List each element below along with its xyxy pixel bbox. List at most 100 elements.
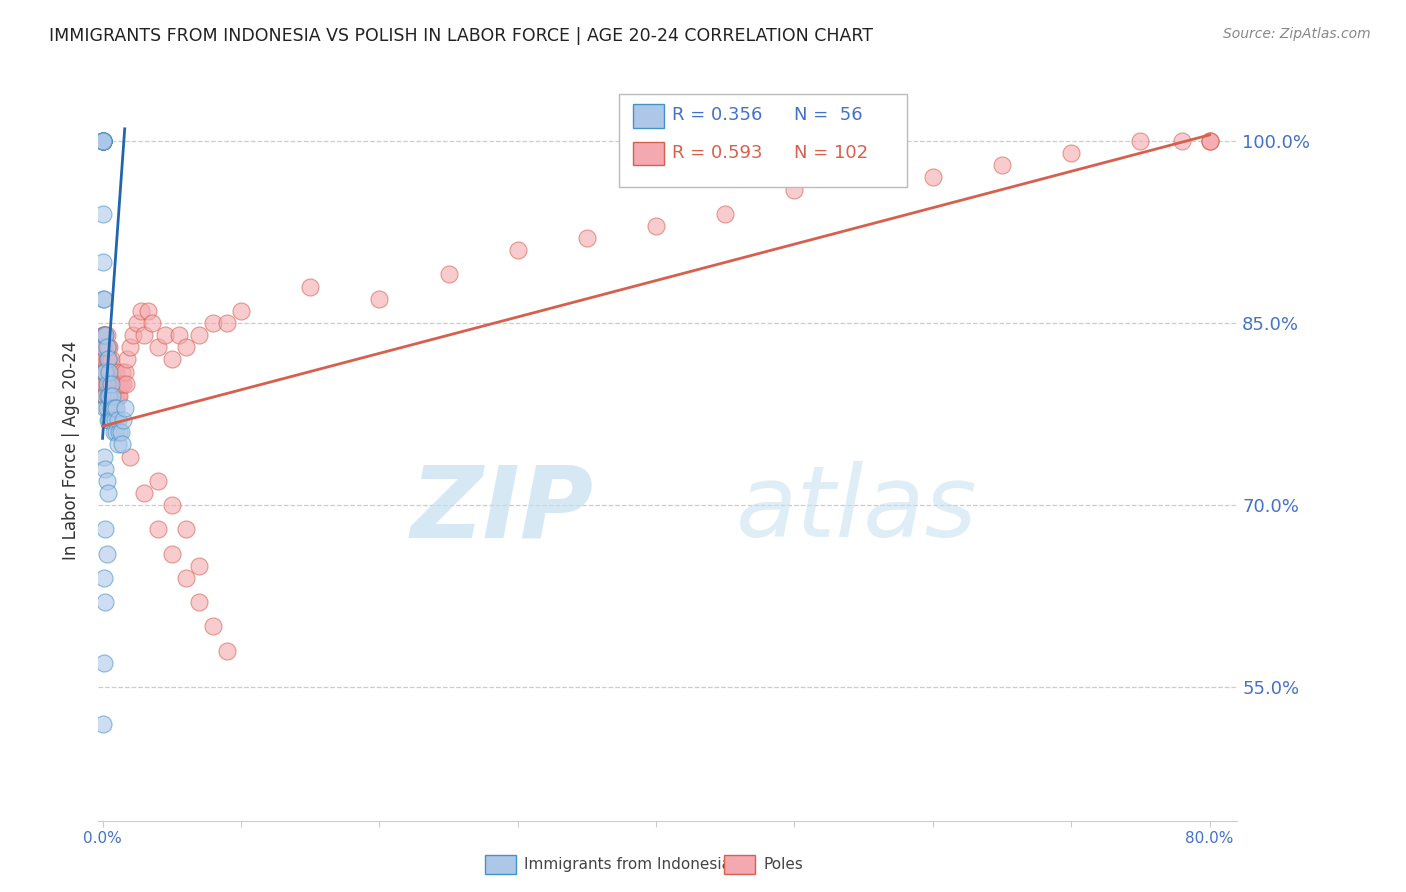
Point [96, 340, 118, 354]
Point [94, 461, 117, 475]
Point [101, 376, 124, 391]
Point [93, 328, 115, 343]
Point [97, 340, 120, 354]
Point [91, 292, 114, 306]
Point [852, 170, 875, 185]
Point [132, 486, 155, 500]
Point [93, 450, 115, 464]
Point [94, 352, 117, 367]
Point [112, 413, 135, 427]
Point [120, 340, 142, 354]
Point [91, 134, 114, 148]
Point [146, 474, 169, 488]
Point [1198, 134, 1220, 148]
Point [97, 486, 120, 500]
Point [101, 389, 124, 403]
Point [114, 365, 136, 379]
Point [94, 340, 117, 354]
Point [91, 134, 114, 148]
Point [101, 413, 124, 427]
Point [217, 644, 239, 658]
Point [202, 316, 225, 330]
Point [132, 328, 155, 343]
Point [146, 340, 169, 354]
Point [93, 292, 115, 306]
Point [103, 365, 125, 379]
Point [91, 716, 114, 731]
Point [111, 365, 134, 379]
Point [141, 316, 163, 330]
Point [96, 365, 118, 379]
Point [783, 182, 806, 196]
Point [1198, 134, 1220, 148]
Point [96, 547, 118, 561]
Point [98, 340, 121, 354]
Point [108, 425, 131, 440]
Point [91, 134, 114, 148]
Y-axis label: In Labor Force | Age 20-24: In Labor Force | Age 20-24 [62, 341, 80, 560]
Point [100, 352, 122, 367]
Point [146, 522, 169, 536]
Point [93, 571, 115, 585]
Point [96, 389, 118, 403]
Point [167, 328, 190, 343]
Point [100, 376, 122, 391]
Point [107, 413, 129, 427]
Point [94, 328, 117, 343]
Point [1129, 134, 1152, 148]
Point [1198, 134, 1220, 148]
Point [98, 365, 121, 379]
Point [97, 376, 120, 391]
Point [188, 328, 211, 343]
Point [97, 365, 120, 379]
Point [98, 376, 121, 391]
Text: N =  56: N = 56 [794, 106, 863, 124]
Point [110, 376, 132, 391]
Point [91, 365, 114, 379]
Point [93, 340, 115, 354]
Text: R = 0.593: R = 0.593 [672, 144, 762, 161]
Point [98, 352, 121, 367]
Text: ZIP: ZIP [411, 461, 593, 558]
Point [103, 425, 125, 440]
Point [105, 401, 128, 415]
Point [1171, 134, 1194, 148]
Point [160, 547, 183, 561]
Point [115, 376, 138, 391]
Point [104, 413, 127, 427]
Point [98, 365, 121, 379]
Point [97, 352, 120, 367]
Point [98, 413, 121, 427]
Point [94, 365, 117, 379]
Text: atlas: atlas [737, 461, 977, 558]
Point [104, 376, 127, 391]
Text: R = 0.356: R = 0.356 [672, 106, 762, 124]
Point [97, 352, 120, 367]
Point [94, 389, 117, 403]
Point [94, 328, 117, 343]
Point [93, 365, 115, 379]
Point [91, 352, 114, 367]
Point [93, 656, 115, 670]
Text: N = 102: N = 102 [794, 144, 869, 161]
Point [107, 437, 129, 451]
Point [437, 268, 460, 282]
Point [131, 304, 153, 318]
Point [91, 134, 114, 148]
Point [91, 134, 114, 148]
Point [93, 376, 115, 391]
Point [91, 134, 114, 148]
Point [96, 376, 118, 391]
Point [188, 595, 211, 609]
Point [100, 376, 122, 391]
Point [103, 376, 125, 391]
Point [94, 376, 117, 391]
Point [94, 401, 117, 415]
Point [91, 328, 114, 343]
Point [645, 219, 668, 233]
Point [136, 304, 159, 318]
Point [96, 474, 118, 488]
Point [91, 134, 114, 148]
Point [97, 401, 120, 415]
Point [506, 243, 529, 257]
